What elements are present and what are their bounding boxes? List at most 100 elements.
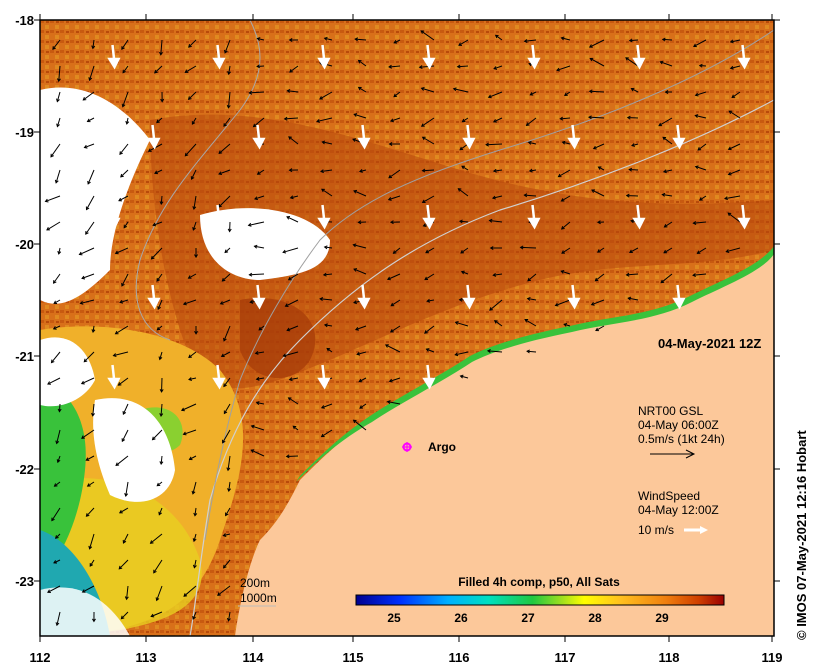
- current-arrow: [156, 117, 163, 123]
- current-arrow: [458, 39, 469, 46]
- current-arrowhead: [191, 490, 196, 495]
- current-arrow: [286, 216, 299, 223]
- current-arrow: [558, 169, 571, 178]
- current-arrow: [53, 559, 61, 564]
- current-arrowhead: [388, 174, 393, 179]
- current-arrowhead: [597, 220, 601, 225]
- current-arrowhead: [226, 467, 231, 472]
- current-arrow: [628, 297, 639, 301]
- current-arrowhead: [663, 224, 668, 228]
- current-arrowhead: [227, 488, 232, 492]
- current-arrow: [58, 65, 61, 82]
- current-arrow: [595, 325, 605, 332]
- current-arrow: [188, 91, 197, 100]
- current-arrowhead: [160, 98, 165, 103]
- current-arrowhead: [286, 327, 291, 332]
- wind-arrowhead: [780, 139, 789, 147]
- current-arrowhead: [288, 38, 293, 42]
- current-arrow: [224, 247, 231, 253]
- wind-arrowhead: [672, 137, 686, 150]
- lon-axis: 112 113 114 115 116 117 118 119: [30, 650, 783, 665]
- current-arrowhead: [221, 277, 226, 282]
- current-arrow: [289, 377, 299, 381]
- current-arrow: [45, 195, 61, 202]
- current-arrowhead: [217, 592, 221, 596]
- current-arrowhead: [50, 359, 55, 364]
- current-arrow: [527, 273, 537, 282]
- current-arrow: [453, 88, 469, 93]
- current-arrow: [695, 91, 707, 96]
- current-arrowhead: [192, 564, 197, 569]
- current-arrow: [324, 324, 333, 327]
- current-arrowhead: [421, 136, 426, 141]
- current-arrowhead: [729, 39, 734, 44]
- current-arrow: [660, 61, 673, 67]
- current-arrow: [86, 455, 95, 461]
- current-arrowhead: [121, 46, 125, 50]
- current-arrow: [120, 169, 129, 178]
- current-arrow: [115, 325, 129, 335]
- current-arrowhead: [525, 122, 530, 126]
- current-arrowhead: [728, 110, 733, 115]
- current-arrow: [528, 141, 537, 145]
- current-arrowhead: [155, 597, 160, 602]
- current-arrow: [697, 247, 707, 254]
- current-arrowhead: [357, 59, 362, 64]
- current-legend: NRT00 GSL 04-May 06:00Z 0.5m/s (1kt 24h): [638, 404, 725, 459]
- wind-legend-scale: 10 m/s: [638, 523, 674, 537]
- current-arrowhead: [125, 120, 130, 125]
- lon-tick-label: 114: [243, 650, 265, 665]
- current-arrowhead: [51, 517, 55, 522]
- current-arrowhead: [352, 243, 357, 248]
- cloud-west-2: [40, 337, 95, 407]
- current-arrow: [82, 91, 95, 101]
- current-arrow: [421, 117, 435, 127]
- wind-vectors: [107, 44, 789, 390]
- current-arrow: [427, 299, 435, 302]
- current-arrowhead: [283, 116, 288, 121]
- current-arrowhead: [727, 146, 732, 151]
- current-arrow: [597, 247, 605, 253]
- current-arrowhead: [631, 143, 636, 147]
- current-arrow: [118, 195, 129, 202]
- current-arrow: [58, 247, 61, 255]
- current-arrow: [122, 65, 129, 74]
- current-arrowhead: [124, 493, 129, 497]
- current-arrow: [47, 377, 61, 385]
- current-arrowhead: [564, 92, 568, 96]
- current-arrowhead: [388, 64, 392, 69]
- current-arrow: [126, 117, 129, 124]
- current-arrow: [326, 348, 333, 353]
- current-arrow: [87, 481, 95, 487]
- current-arrow: [598, 166, 605, 171]
- current-arrowhead: [193, 512, 198, 517]
- current-arrowhead: [86, 118, 91, 123]
- current-arrowhead: [47, 589, 51, 593]
- current-arrow: [83, 351, 95, 363]
- current-arrow: [460, 375, 469, 379]
- cloud-sw: [40, 587, 130, 636]
- current-arrowhead: [91, 45, 96, 50]
- current-arrow: [489, 299, 503, 311]
- current-arrow: [183, 429, 197, 435]
- current-arrowhead: [489, 246, 494, 251]
- current-arrowhead: [625, 57, 629, 61]
- current-arrow: [562, 141, 571, 145]
- lon-tick-label: 112: [30, 650, 51, 665]
- current-arrow: [86, 507, 95, 517]
- current-arrowhead: [83, 144, 88, 149]
- current-arrowhead: [692, 221, 697, 225]
- current-arrow: [524, 39, 537, 42]
- current-arrow: [283, 351, 299, 357]
- current-arrowhead: [592, 145, 597, 150]
- current-arrowhead: [663, 249, 668, 254]
- current-arrowhead: [389, 328, 394, 333]
- current-arrowhead: [150, 255, 155, 260]
- current-arrow: [353, 419, 367, 431]
- current-arrow: [227, 91, 231, 108]
- current-arrow: [459, 220, 469, 223]
- current-arrowhead: [158, 511, 163, 516]
- cool-green-west: [40, 380, 86, 580]
- current-arrowhead: [250, 424, 255, 429]
- current-arrow: [662, 38, 673, 41]
